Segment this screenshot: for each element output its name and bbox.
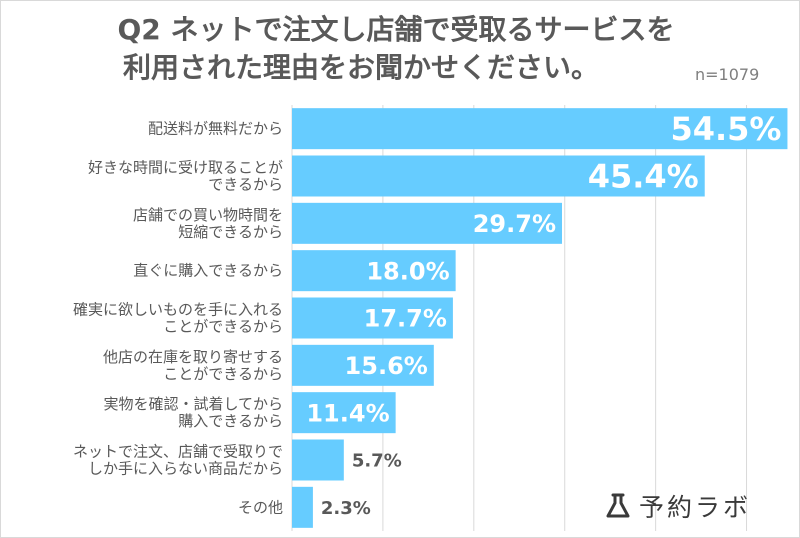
category-label: その他: [238, 498, 283, 516]
category-label: 他店の在庫を取り寄せする: [103, 348, 283, 366]
category-label: ネットで注文、店舗で受取りで: [73, 443, 283, 461]
category-label: 実物を確認・試着してから: [103, 395, 283, 413]
category-label: 短縮できるから: [178, 223, 283, 241]
bar: [292, 155, 705, 197]
data-label: 29.7%: [473, 210, 556, 238]
lab-flask-icon: [606, 493, 630, 518]
bar: [292, 297, 453, 339]
bar: [292, 250, 456, 292]
data-label: 17.7%: [364, 305, 447, 333]
data-label: 2.3%: [321, 498, 371, 519]
category-label: 好きな時間に受け取ることが: [88, 159, 283, 177]
category-label: ことができるから: [163, 318, 283, 336]
data-label: 15.6%: [345, 352, 428, 380]
bar: [292, 108, 788, 150]
category-label: ことができるから: [163, 365, 283, 383]
chart-title-line-1: Q2 ネットで注文し店舗で受取るサービスを: [117, 13, 675, 46]
category-label: 配送料が無料だから: [148, 120, 283, 138]
data-label: 18.0%: [366, 257, 449, 285]
category-label: しか手に入らない商品だから: [88, 460, 283, 478]
sample-size-label: n=1079: [695, 65, 760, 84]
data-label: 5.7%: [352, 450, 402, 471]
bar: [292, 344, 434, 386]
bar: [292, 486, 313, 528]
bar: [292, 439, 344, 481]
logo: 予約ラボ: [603, 488, 751, 524]
logo-text: 予約ラボ: [639, 493, 752, 522]
bar: [292, 202, 562, 244]
chart-title-line-2: 利用された理由をお聞かせください。: [122, 51, 599, 84]
data-label: 45.4%: [588, 158, 699, 196]
category-label: 直ぐに購入できるから: [133, 262, 283, 280]
category-label: できるから: [208, 176, 283, 194]
data-label: 11.4%: [306, 399, 389, 427]
category-label: 確実に欲しいものを手に入れる: [73, 301, 283, 319]
category-label: 購入できるから: [178, 412, 283, 430]
category-label: 店舗での買い物時間を: [133, 206, 283, 224]
bar: [292, 392, 396, 434]
data-label: 54.5%: [670, 110, 781, 148]
